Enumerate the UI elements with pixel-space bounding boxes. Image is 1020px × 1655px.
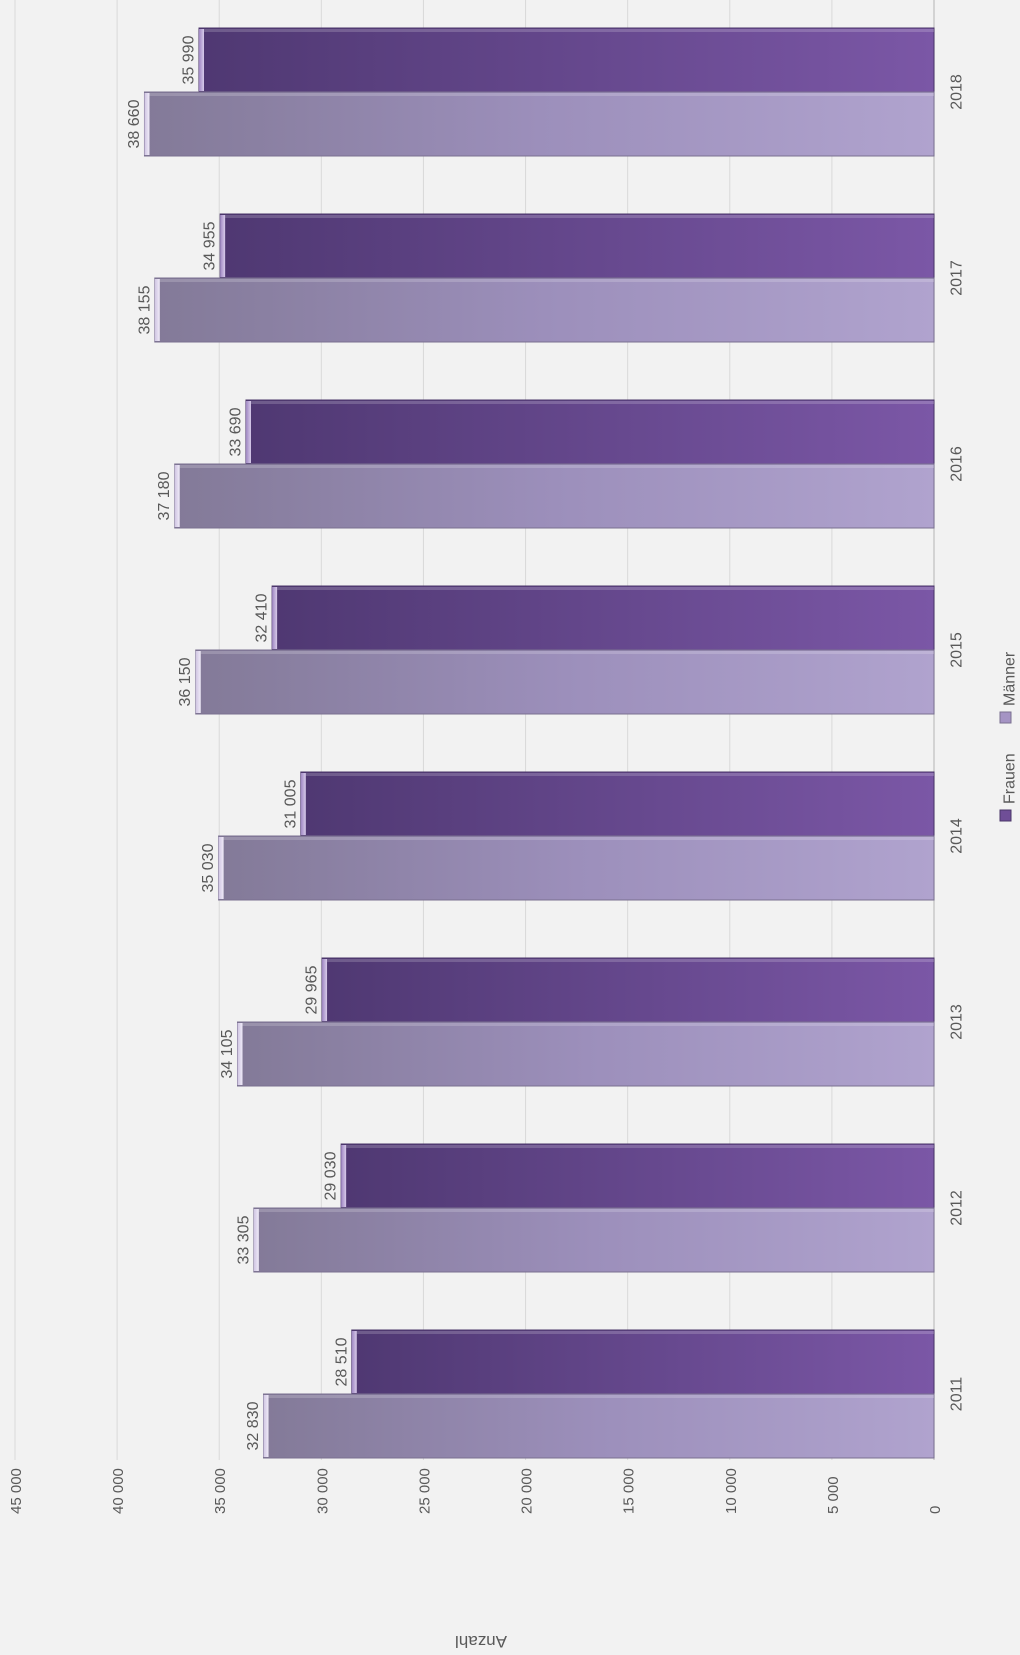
data-label-maenner-2017: 38 155 [136, 285, 153, 334]
bar-cap-maenner-2014 [218, 837, 224, 899]
bar-maenner-2015 [195, 649, 935, 715]
bar-frauen-2015 [271, 585, 935, 651]
value-tick-label: 20 000 [519, 1468, 536, 1514]
data-label-maenner-2011: 32 830 [245, 1401, 262, 1450]
data-label-maenner-2018: 38 660 [126, 99, 143, 148]
bar-frauen-2012 [340, 1143, 935, 1209]
legend-swatch-maenner [999, 711, 1012, 724]
value-tick-label: 35 000 [212, 1468, 229, 1514]
category-label-2018: 2018 [949, 74, 966, 110]
value-tick-label: 45 000 [8, 1468, 25, 1514]
bar-cap-frauen-2015 [272, 587, 278, 649]
bar-highlight-frauen-2017 [225, 215, 934, 218]
bar-cap-maenner-2011 [263, 1395, 269, 1457]
category-label-2012: 2012 [949, 1190, 966, 1226]
value-tick-label: 0 [927, 1506, 944, 1514]
bar-cap-maenner-2015 [195, 651, 201, 713]
bar-highlight-maenner-2015 [200, 651, 934, 654]
data-label-frauen-2011: 28 510 [333, 1337, 350, 1386]
value-tick-label: 25 000 [416, 1468, 433, 1514]
bar-cap-frauen-2013 [322, 959, 328, 1021]
bar-highlight-frauen-2014 [305, 773, 935, 776]
bar-frauen-2014 [300, 771, 935, 837]
data-label-frauen-2017: 34 955 [202, 221, 219, 270]
bar-highlight-frauen-2012 [346, 1145, 934, 1148]
bar-highlight-frauen-2013 [327, 959, 935, 962]
bar-highlight-frauen-2011 [356, 1331, 934, 1334]
data-label-frauen-2016: 33 690 [227, 407, 244, 456]
data-label-frauen-2012: 29 030 [323, 1151, 340, 1200]
bar-highlight-maenner-2016 [179, 465, 934, 468]
bar-maenner-2012 [253, 1207, 935, 1273]
bar-frauen-2018 [198, 27, 935, 93]
data-label-maenner-2013: 34 105 [219, 1029, 236, 1078]
bar-cap-maenner-2017 [154, 279, 160, 341]
category-label-2014: 2014 [949, 818, 966, 854]
value-tick-label: 40 000 [110, 1468, 127, 1514]
bar-highlight-frauen-2015 [277, 587, 934, 590]
labels: 0 5 000 10 000 15 000 20 000 25 000 30 000 35 0… [8, 35, 1019, 1651]
bar-maenner-2016 [174, 463, 935, 529]
bar-highlight-maenner-2017 [159, 279, 935, 282]
bar-cap-maenner-2018 [144, 93, 150, 155]
data-label-maenner-2016: 37 180 [156, 471, 173, 520]
bar-highlight-maenner-2014 [223, 837, 934, 840]
category-label-2017: 2017 [949, 260, 966, 296]
data-label-frauen-2015: 32 410 [254, 593, 271, 642]
bar-cap-frauen-2016 [245, 401, 251, 463]
data-label-maenner-2014: 35 030 [200, 843, 217, 892]
bar-maenner-2013 [237, 1021, 935, 1087]
bars [143, 27, 935, 1459]
category-label-2015: 2015 [949, 632, 966, 668]
value-tick-label: 30 000 [314, 1468, 331, 1514]
bar-cap-frauen-2018 [199, 29, 205, 91]
bar-highlight-maenner-2018 [149, 93, 935, 96]
bar-frauen-2016 [245, 399, 935, 465]
bar-maenner-2017 [154, 277, 935, 343]
bar-highlight-maenner-2012 [258, 1209, 934, 1212]
bar-maenner-2011 [263, 1393, 935, 1459]
value-axis-title: Anzahl [455, 1632, 507, 1651]
value-tick-label: 10 000 [723, 1468, 740, 1514]
bar-highlight-maenner-2013 [242, 1023, 934, 1026]
data-label-frauen-2018: 35 990 [181, 35, 198, 84]
data-label-frauen-2013: 29 965 [304, 965, 321, 1014]
data-label-maenner-2012: 33 305 [235, 1215, 252, 1264]
bar-frauen-2011 [351, 1329, 935, 1395]
bar-highlight-frauen-2016 [250, 401, 934, 404]
bar-highlight-frauen-2018 [204, 29, 935, 32]
bar-cap-frauen-2014 [300, 773, 306, 835]
bar-cap-maenner-2013 [237, 1023, 243, 1085]
bar-cap-frauen-2012 [341, 1145, 347, 1207]
legend-swatch-frauen [999, 809, 1012, 822]
bar-maenner-2018 [143, 91, 935, 157]
value-tick-label: 15 000 [621, 1468, 638, 1514]
category-label-2013: 2013 [949, 1004, 966, 1040]
bar-cap-maenner-2016 [174, 465, 180, 527]
bar-cap-maenner-2012 [253, 1209, 259, 1271]
value-tick-label: 5 000 [825, 1476, 842, 1514]
bar-maenner-2014 [218, 835, 935, 901]
bar-highlight-maenner-2011 [268, 1395, 934, 1398]
bar-cap-frauen-2017 [220, 215, 226, 277]
category-label-2011: 2011 [949, 1377, 966, 1412]
legend-label-frauen: Frauen [1002, 753, 1019, 804]
bar-frauen-2013 [321, 957, 935, 1023]
bar-frauen-2017 [219, 213, 935, 279]
data-label-maenner-2015: 36 150 [177, 657, 194, 706]
data-label-frauen-2014: 31 005 [282, 779, 299, 828]
legend-label-maenner: Männer [1002, 651, 1019, 706]
bar-cap-frauen-2011 [351, 1331, 357, 1393]
category-label-2016: 2016 [949, 446, 966, 482]
